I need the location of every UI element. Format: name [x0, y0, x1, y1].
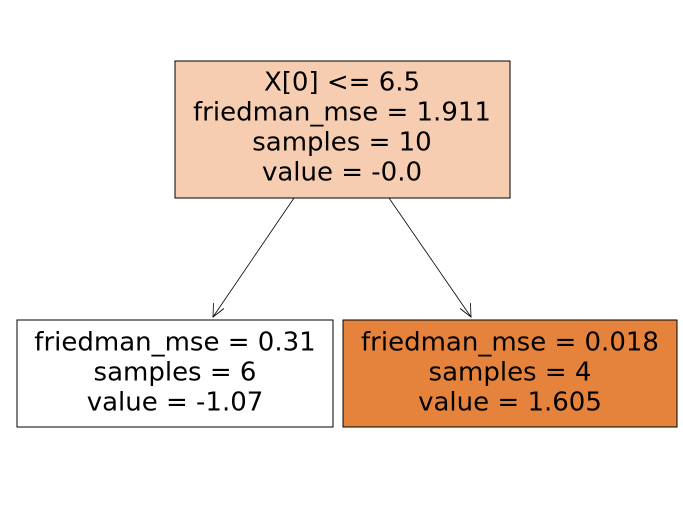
edge-root-left	[212, 197, 295, 318]
node-box	[16, 319, 334, 428]
node-left: friedman_mse = 0.31 samples = 6 value = …	[16, 319, 334, 428]
node-box	[174, 60, 511, 199]
node-text: X[0] <= 6.5	[264, 68, 420, 98]
node-text: friedman_mse = 1.911	[193, 98, 491, 128]
node-text: samples = 6	[94, 358, 257, 388]
node-text: value = -1.07	[87, 388, 264, 418]
node-text: samples = 10	[252, 128, 431, 158]
node-text: samples = 4	[429, 358, 592, 388]
node-text: friedman_mse = 0.018	[361, 328, 659, 358]
node-text: friedman_mse = 0.31	[34, 328, 315, 358]
node-right: friedman_mse = 0.018 samples = 4 value =…	[342, 319, 678, 428]
node-box	[342, 319, 678, 428]
node-text: value = -0.0	[262, 158, 422, 188]
edge-root-right	[388, 197, 472, 318]
node-root: X[0] <= 6.5 friedman_mse = 1.911 samples…	[174, 60, 511, 199]
node-text: value = 1.605	[418, 388, 602, 418]
